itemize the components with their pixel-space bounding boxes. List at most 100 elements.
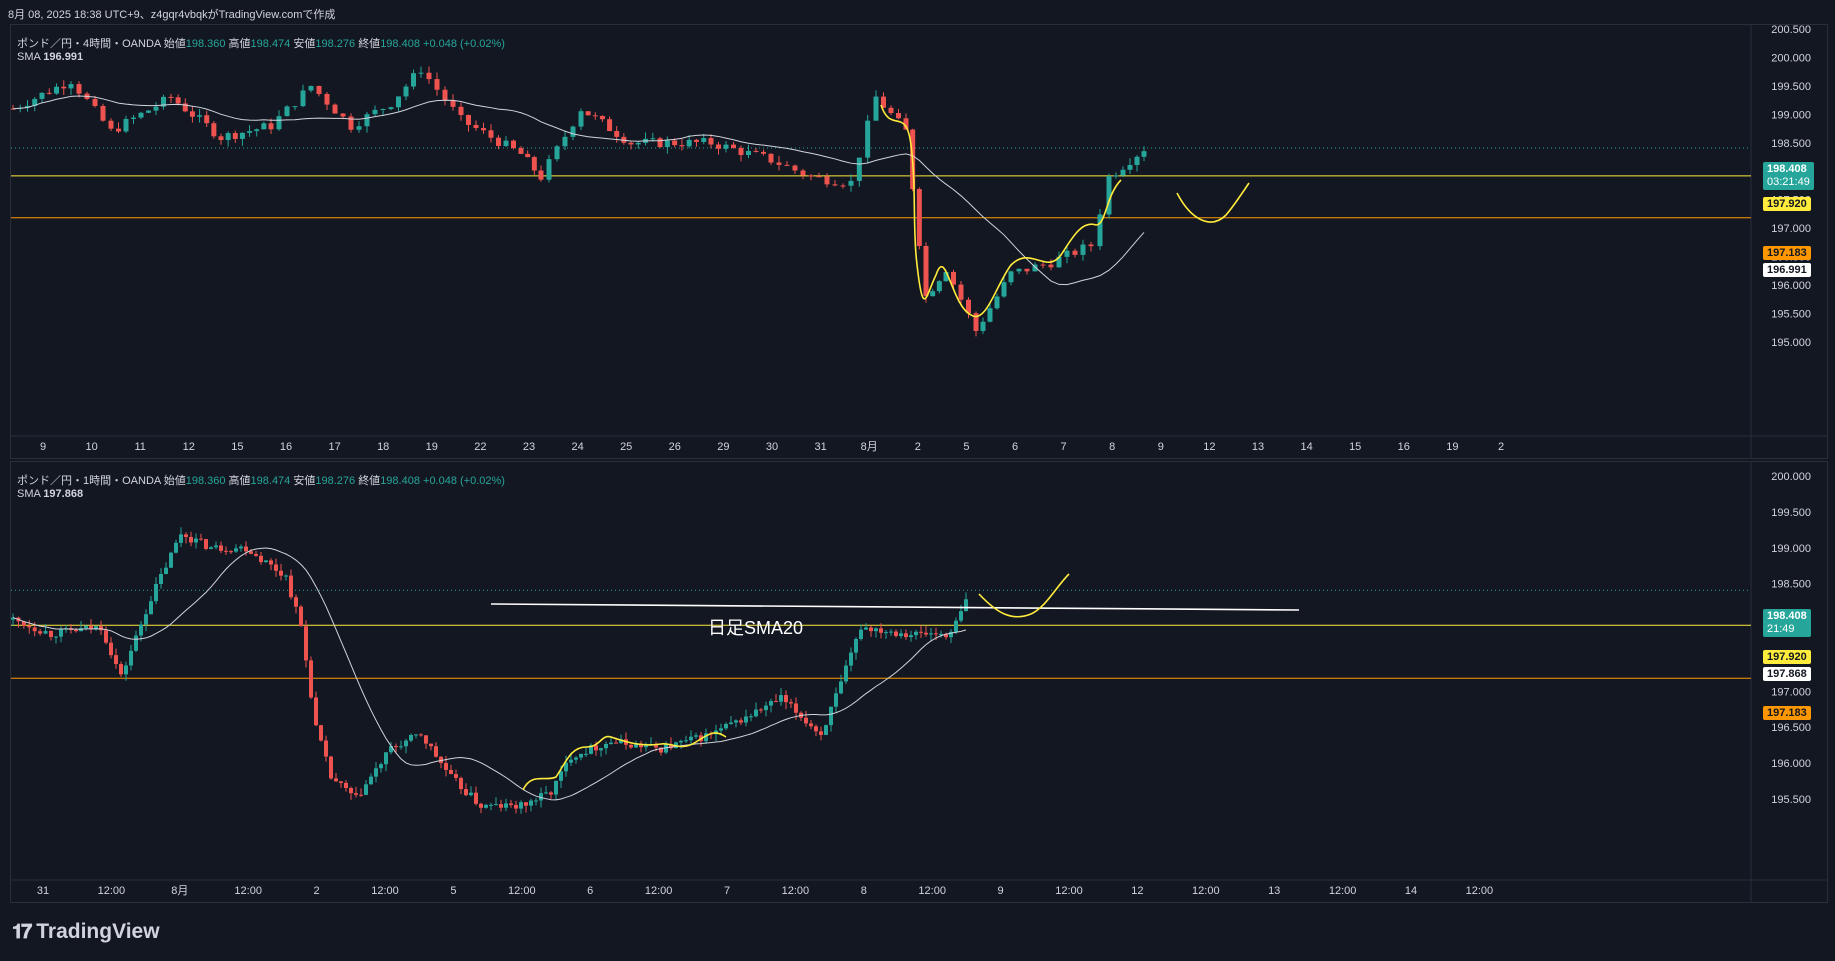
candle-up — [54, 636, 58, 638]
candle-up — [936, 281, 942, 292]
candle-up — [954, 620, 958, 632]
candle-up — [569, 759, 573, 763]
time-tick-label: 11 — [134, 441, 145, 453]
time-tick-label: 6 — [587, 885, 593, 897]
chart-canvas-1h[interactable]: 200.000199.500199.000198.500198.000197.5… — [11, 462, 1827, 902]
candle-down — [189, 111, 195, 117]
candle-down — [679, 145, 685, 147]
candle-up — [503, 140, 509, 146]
candle-up — [68, 84, 74, 89]
candle-up — [829, 706, 833, 726]
candle-up — [384, 752, 388, 765]
time-tick-label: 10 — [85, 441, 97, 453]
candle-up — [848, 180, 854, 186]
candle-down — [424, 735, 428, 744]
candle-up — [379, 764, 383, 769]
candle-down — [531, 157, 537, 171]
candle-down — [518, 148, 524, 154]
legend-open-value: 198.360 — [185, 475, 226, 487]
candle-up — [161, 96, 166, 107]
time-tick-label: 2 — [1498, 441, 1504, 453]
candle-up — [364, 114, 370, 127]
candle-up — [225, 133, 231, 141]
candle-up — [562, 136, 568, 147]
candle-down — [61, 86, 67, 89]
candle-up — [264, 560, 268, 563]
candle-down — [354, 793, 358, 795]
candle-down — [204, 539, 208, 549]
candle-down — [924, 632, 928, 635]
candle-up — [719, 728, 723, 731]
candle-up — [729, 722, 733, 724]
legend-sma-4h: SMA 196.991 — [17, 51, 83, 63]
time-tick-label: 12 — [1131, 885, 1143, 897]
candle-up — [194, 538, 198, 543]
candle-down — [794, 703, 798, 713]
candle-up — [1106, 176, 1112, 215]
candle-up — [153, 106, 159, 111]
candle-down — [314, 697, 318, 726]
candle-up — [930, 291, 936, 297]
candle-down — [639, 743, 643, 748]
candle-down — [599, 115, 605, 120]
candle-up — [664, 744, 668, 753]
candle-up — [634, 743, 638, 748]
candle-down — [966, 299, 971, 314]
time-tick-label: 14 — [1300, 441, 1312, 453]
candle-up — [169, 552, 173, 568]
candle-down — [259, 555, 263, 563]
candle-up — [94, 626, 98, 630]
legend-sma-1h: SMA 197.868 — [17, 488, 83, 500]
candle-up — [943, 271, 949, 282]
tradingview-brand[interactable]: 𝟏𝟕 TradingView — [12, 920, 160, 944]
candle-up — [589, 745, 593, 754]
candle-down — [488, 130, 494, 138]
candle-up — [11, 617, 15, 620]
chart-snapshot-header: 8月 08, 2025 18:38 UTC+9、z4gqr4vbqkがTradi… — [8, 9, 336, 21]
candle-down — [538, 170, 544, 180]
candle-down — [473, 124, 479, 129]
candle-up — [1016, 268, 1022, 272]
chart-pane-4h[interactable]: 200.500200.000199.500199.000198.500198.0… — [10, 24, 1828, 459]
candle-up — [59, 629, 63, 637]
chart-canvas-4h[interactable]: 200.500200.000199.500199.000198.500198.0… — [11, 25, 1827, 458]
candle-up — [124, 665, 128, 675]
candle-down — [716, 144, 721, 149]
candle-up — [534, 800, 538, 802]
annotation-text[interactable]: 日足SMA20 — [708, 618, 804, 638]
candle-up — [584, 753, 588, 755]
time-tick-label: 8 — [1109, 441, 1115, 453]
candle-up — [578, 111, 584, 127]
candle-up — [1064, 250, 1070, 257]
candle-up — [689, 736, 693, 741]
candle-down — [27, 625, 32, 628]
candle-down — [654, 744, 658, 748]
candle-down — [218, 136, 224, 141]
chart-pane-1h[interactable]: 200.000199.500199.000198.500198.000197.5… — [10, 461, 1828, 903]
price-tick-label: 195.500 — [1771, 309, 1811, 321]
candle-up — [749, 716, 753, 718]
time-tick-label: 14 — [1405, 885, 1417, 897]
candle-up — [754, 709, 758, 717]
candle-up — [469, 792, 473, 796]
sma-line — [12, 95, 1145, 286]
candle-up — [769, 701, 773, 706]
candle-up — [959, 611, 963, 621]
candle-up — [724, 723, 728, 729]
candle-down — [761, 151, 766, 154]
candle-up — [559, 771, 563, 781]
candle-down — [792, 165, 798, 171]
candle-down — [232, 133, 238, 139]
candle-up — [859, 629, 863, 639]
candle-up — [650, 138, 656, 140]
candle-up — [539, 793, 543, 801]
candle-up — [764, 705, 768, 711]
time-tick-label: 2 — [314, 885, 320, 897]
brand-name: TradingView — [36, 920, 160, 943]
candle-up — [980, 321, 986, 331]
candle-down — [951, 271, 956, 285]
candle-up — [723, 144, 729, 149]
candle-up — [43, 630, 48, 634]
candle-up — [914, 631, 918, 636]
candle-up — [644, 745, 648, 748]
